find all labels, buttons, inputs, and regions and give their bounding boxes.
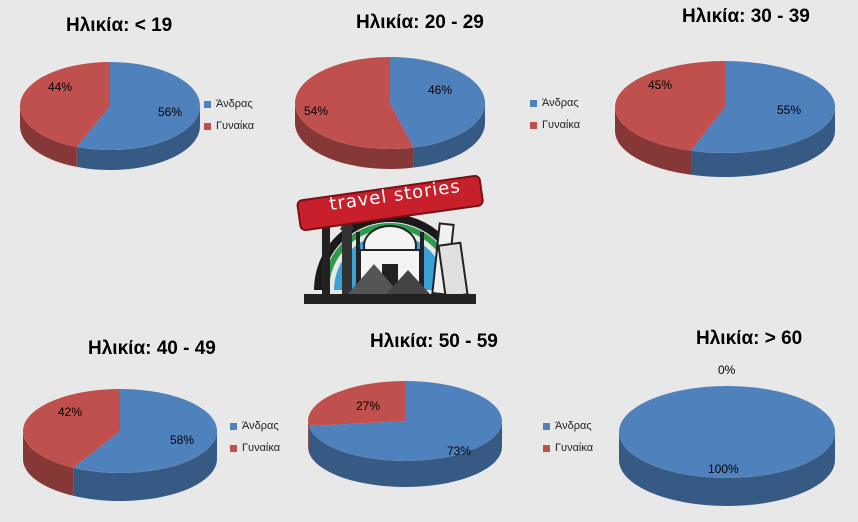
slice-male-side	[619, 432, 835, 506]
slice-female-side	[615, 107, 692, 175]
pie-side-walls	[308, 421, 502, 488]
data-label-male: 100%	[708, 462, 739, 476]
pie-side-walls	[295, 103, 485, 170]
chart-title: Ηλικία: 40 - 49	[88, 338, 216, 359]
legend-swatch	[230, 422, 237, 430]
data-label-male: 56%	[158, 105, 183, 119]
legend-swatch	[204, 122, 211, 130]
slice-male	[619, 386, 835, 478]
pie-chart-5	[308, 381, 502, 488]
slice-male-side	[73, 431, 217, 501]
legend-swatch	[530, 99, 537, 107]
slice-male-side	[691, 107, 835, 177]
legend-item: Γυναίκα	[543, 442, 593, 454]
data-label-female: 42%	[58, 405, 83, 419]
legend-swatch	[543, 422, 550, 430]
slice-female-side	[308, 421, 309, 453]
slice-male	[390, 57, 485, 148]
legend-item: Γυναίκα	[530, 119, 580, 131]
legend-label: Άνδρας	[542, 97, 579, 109]
slice-male-side	[308, 421, 502, 488]
data-label-female: 45%	[648, 78, 673, 92]
legend-label: Άνδρας	[555, 420, 592, 432]
chart-title: Ηλικία: < 19	[66, 15, 173, 36]
legend-item: Άνδρας	[204, 98, 253, 110]
legend-item: Άνδρας	[543, 420, 592, 432]
legend-item: Γυναίκα	[204, 120, 254, 132]
slice-male-side	[76, 106, 200, 171]
slice-male-side	[413, 103, 485, 168]
data-label-female: 44%	[48, 80, 73, 94]
slice-female	[23, 389, 121, 468]
slice-male	[73, 389, 217, 473]
chart-title: Ηλικία: 20 - 29	[356, 12, 484, 33]
data-label-female: 27%	[356, 399, 381, 413]
legend-label: Άνδρας	[242, 420, 279, 432]
legend-swatch	[204, 100, 211, 108]
data-label-male: 46%	[428, 83, 453, 97]
legend-swatch	[230, 444, 237, 452]
slice-male	[76, 62, 200, 150]
legend-item: Άνδρας	[530, 97, 579, 109]
legend-item: Άνδρας	[230, 420, 279, 432]
pie-chart-4	[23, 389, 217, 501]
chart-title: Ηλικία: > 60	[696, 328, 803, 349]
legend-label: Άνδρας	[216, 98, 253, 110]
legend-label: Γυναίκα	[216, 120, 255, 132]
pie-side-walls	[619, 432, 835, 506]
pie-chart-1	[19, 62, 200, 171]
chart-title: Ηλικία: 30 - 39	[682, 6, 810, 27]
data-label-male: 73%	[447, 444, 472, 458]
legend-swatch	[530, 121, 537, 129]
data-label-female: 54%	[304, 104, 329, 118]
slice-female-side	[23, 431, 74, 496]
legend-label: Γυναίκα	[555, 442, 594, 454]
slice-female	[308, 381, 405, 427]
slice-male	[308, 381, 502, 462]
data-label-male: 55%	[777, 103, 802, 117]
slice-female-side	[20, 106, 77, 167]
pie-chart-2	[295, 57, 485, 170]
pie-chart-3	[615, 61, 835, 177]
data-label-female: 0%	[718, 363, 736, 377]
pie-side-walls	[20, 106, 200, 171]
slice-male	[691, 61, 835, 154]
slice-female	[295, 57, 414, 150]
travel-stories-logo	[296, 174, 484, 304]
legend-item: Γυναίκα	[230, 442, 280, 454]
legend-label: Γυναίκα	[542, 119, 581, 131]
pie-side-walls	[23, 431, 217, 501]
slice-female-side	[295, 103, 414, 170]
chart-title: Ηλικία: 50 - 59	[370, 331, 498, 352]
pie-side-walls	[615, 107, 835, 177]
data-label-male: 58%	[170, 433, 195, 447]
pie-chart-6	[619, 386, 835, 506]
legend-label: Γυναίκα	[242, 442, 281, 454]
slice-female	[19, 62, 110, 147]
legend-swatch	[543, 444, 550, 452]
slice-female	[615, 61, 725, 151]
